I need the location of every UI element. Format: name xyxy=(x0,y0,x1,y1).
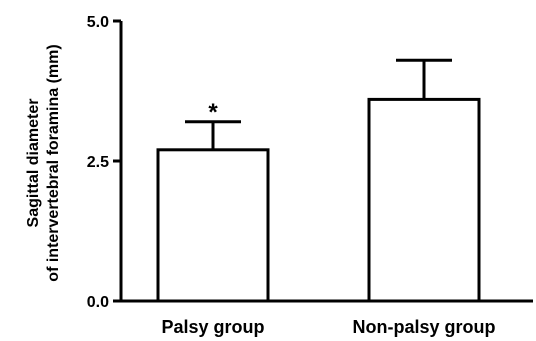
y-tick-label: 5.0 xyxy=(87,14,109,31)
y-axis-title: Sagittal diameter of intervertebral fora… xyxy=(25,44,62,281)
y-tick-label: 2.5 xyxy=(87,154,109,171)
y-axis-title-line-1: Sagittal diameter xyxy=(25,99,42,228)
y-tick-label: 0.0 xyxy=(87,294,109,311)
y-ticks: 0.0 2.5 5.0 xyxy=(87,14,121,311)
bars: * xyxy=(156,58,481,303)
significance-marker: * xyxy=(208,99,218,126)
y-axis-title-line-2: of intervertebral foramina (mm) xyxy=(45,44,62,281)
x-category-label: Palsy group xyxy=(161,317,264,337)
x-category-label: Non-palsy group xyxy=(353,317,496,337)
category-labels: Palsy group Non-palsy group xyxy=(161,317,495,337)
bar xyxy=(367,97,481,303)
bar xyxy=(156,148,270,303)
